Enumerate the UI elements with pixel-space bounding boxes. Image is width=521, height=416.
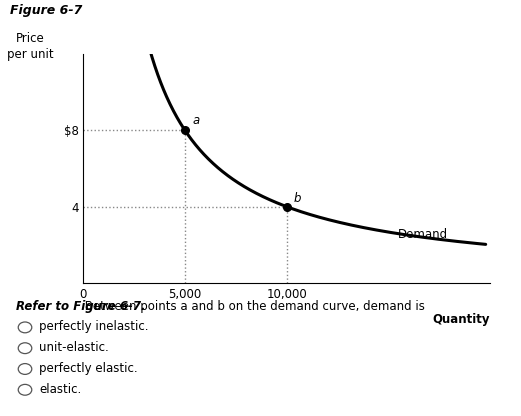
Text: unit-elastic.: unit-elastic. (39, 341, 109, 354)
Text: b: b (294, 192, 301, 205)
Text: Quantity: Quantity (432, 313, 490, 326)
Text: a: a (192, 114, 200, 127)
Text: Between points a and b on the demand curve, demand is: Between points a and b on the demand cur… (81, 300, 425, 312)
Text: Demand: Demand (398, 228, 449, 241)
Text: Price: Price (16, 32, 45, 45)
Text: Refer to Figure 6-7.: Refer to Figure 6-7. (16, 300, 145, 312)
Text: perfectly elastic.: perfectly elastic. (39, 362, 138, 375)
Text: per unit: per unit (7, 48, 54, 61)
Text: Figure 6-7: Figure 6-7 (10, 4, 83, 17)
Text: elastic.: elastic. (39, 383, 81, 396)
Text: perfectly inelastic.: perfectly inelastic. (39, 320, 148, 333)
